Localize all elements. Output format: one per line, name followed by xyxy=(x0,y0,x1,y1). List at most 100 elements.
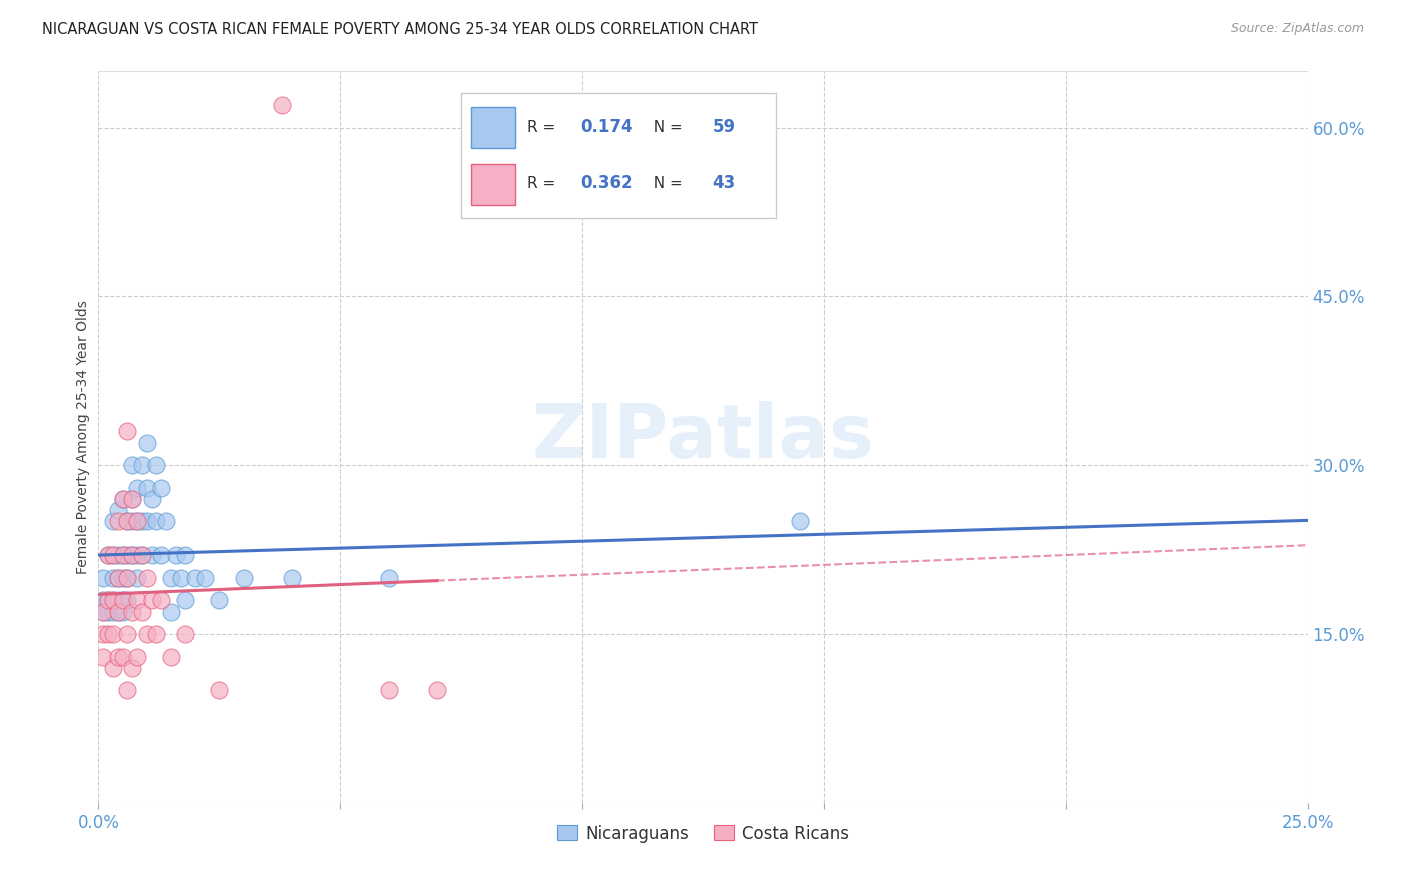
Point xyxy=(101,548,124,562)
Point xyxy=(145,515,167,529)
Point xyxy=(121,491,143,506)
Point xyxy=(111,491,134,506)
Point xyxy=(107,515,129,529)
Point xyxy=(117,683,139,698)
Point xyxy=(127,649,149,664)
Point xyxy=(107,503,129,517)
Point xyxy=(208,593,231,607)
Point xyxy=(155,515,177,529)
Point xyxy=(174,548,197,562)
Point xyxy=(117,548,139,562)
Point xyxy=(111,605,134,619)
Point xyxy=(101,571,124,585)
Point xyxy=(131,548,153,562)
Point xyxy=(160,649,183,664)
Point xyxy=(107,605,129,619)
Point xyxy=(91,605,114,619)
Point xyxy=(121,491,143,506)
Point xyxy=(97,548,120,562)
Point xyxy=(160,605,183,619)
Point xyxy=(141,548,163,562)
Point xyxy=(174,627,197,641)
Point xyxy=(127,515,149,529)
Point xyxy=(141,593,163,607)
Point xyxy=(91,605,114,619)
Point xyxy=(127,593,149,607)
Point xyxy=(131,605,153,619)
Point xyxy=(121,661,143,675)
Point xyxy=(107,593,129,607)
Point xyxy=(150,548,173,562)
Point xyxy=(135,571,157,585)
Point xyxy=(127,481,149,495)
Text: Source: ZipAtlas.com: Source: ZipAtlas.com xyxy=(1230,22,1364,36)
Point xyxy=(97,593,120,607)
Point xyxy=(111,571,134,585)
Point xyxy=(117,571,139,585)
Point xyxy=(165,548,187,562)
Point xyxy=(101,548,124,562)
Point xyxy=(107,649,129,664)
Point xyxy=(101,627,124,641)
Point xyxy=(131,458,153,473)
Point xyxy=(121,548,143,562)
Point xyxy=(91,649,114,664)
Point xyxy=(101,661,124,675)
Point xyxy=(145,627,167,641)
Point xyxy=(150,593,173,607)
Point xyxy=(232,571,254,585)
Point xyxy=(121,548,143,562)
Point xyxy=(111,593,134,607)
Point xyxy=(131,548,153,562)
Point xyxy=(91,593,114,607)
Point xyxy=(127,548,149,562)
Point xyxy=(121,515,143,529)
Point xyxy=(117,515,139,529)
Point xyxy=(426,683,449,698)
Point xyxy=(91,571,114,585)
Point xyxy=(127,571,149,585)
Point xyxy=(111,491,134,506)
Text: ZIPatlas: ZIPatlas xyxy=(531,401,875,474)
Point xyxy=(97,627,120,641)
Point xyxy=(208,683,231,698)
Point xyxy=(135,481,157,495)
Point xyxy=(184,571,207,585)
Point xyxy=(135,435,157,450)
Point xyxy=(101,593,124,607)
Point xyxy=(121,458,143,473)
Legend: Nicaraguans, Costa Ricans: Nicaraguans, Costa Ricans xyxy=(550,818,856,849)
Point xyxy=(141,491,163,506)
Point xyxy=(281,571,304,585)
Point xyxy=(121,605,143,619)
Point xyxy=(131,515,153,529)
Y-axis label: Female Poverty Among 25-34 Year Olds: Female Poverty Among 25-34 Year Olds xyxy=(76,300,90,574)
Point xyxy=(135,627,157,641)
Point xyxy=(174,593,197,607)
Point xyxy=(150,481,173,495)
Text: NICARAGUAN VS COSTA RICAN FEMALE POVERTY AMONG 25-34 YEAR OLDS CORRELATION CHART: NICARAGUAN VS COSTA RICAN FEMALE POVERTY… xyxy=(42,22,758,37)
Point xyxy=(91,627,114,641)
Point xyxy=(101,515,124,529)
Point xyxy=(97,593,120,607)
Point xyxy=(111,548,134,562)
Point xyxy=(145,458,167,473)
Point xyxy=(101,605,124,619)
Point xyxy=(111,593,134,607)
Point xyxy=(107,548,129,562)
Point xyxy=(107,571,129,585)
Point xyxy=(117,571,139,585)
Point xyxy=(194,571,217,585)
Point xyxy=(789,515,811,529)
Point xyxy=(271,98,294,112)
Point xyxy=(117,425,139,439)
Point xyxy=(111,649,134,664)
Point xyxy=(111,548,134,562)
Point xyxy=(377,571,399,585)
Point xyxy=(117,627,139,641)
Point xyxy=(160,571,183,585)
Point xyxy=(127,515,149,529)
Point xyxy=(169,571,191,585)
Point xyxy=(377,683,399,698)
Point xyxy=(97,605,120,619)
